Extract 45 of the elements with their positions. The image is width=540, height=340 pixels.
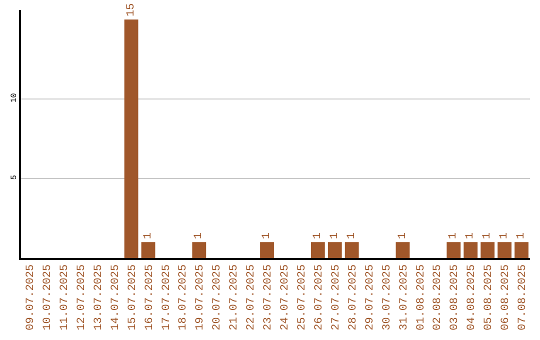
x-tick-label: 06.08.2025 — [500, 264, 512, 330]
x-tick-label: 07.08.2025 — [517, 264, 530, 330]
data-label: 1 — [498, 232, 511, 240]
data-label: 1 — [396, 232, 409, 240]
y-tick-label: 5 — [10, 174, 19, 180]
x-tick-label: 21.07.2025 — [228, 264, 241, 330]
x-tick-label: 31.07.2025 — [398, 264, 410, 330]
x-tick-label: 24.07.2025 — [280, 264, 292, 330]
x-tick-label: 16.07.2025 — [144, 264, 156, 330]
x-tick-label: 17.07.2025 — [160, 264, 173, 330]
x-tick-label: 28.07.2025 — [347, 264, 360, 330]
x-tick-label: 25.07.2025 — [296, 264, 309, 330]
data-label: 1 — [328, 232, 341, 240]
x-tick-label: 10.07.2025 — [42, 264, 54, 330]
x-tick-label: 04.08.2025 — [466, 264, 478, 330]
data-label: 15 — [125, 3, 138, 17]
data-label: 1 — [482, 232, 494, 240]
x-tick-label: 20.07.2025 — [212, 264, 224, 330]
data-label: 1 — [516, 232, 528, 240]
x-tick-label: 11.07.2025 — [58, 264, 71, 330]
x-tick-label: 03.08.2025 — [449, 264, 462, 330]
x-tick-label: 29.07.2025 — [364, 264, 376, 330]
x-tick-label: 19.07.2025 — [194, 264, 207, 330]
x-tick-label: 23.07.2025 — [262, 264, 275, 330]
data-label: 1 — [464, 232, 477, 240]
x-tick-label: 15.07.2025 — [126, 264, 139, 330]
data-label: 1 — [448, 232, 460, 240]
x-tick-label: 02.08.2025 — [432, 264, 444, 330]
data-label: 1 — [193, 232, 206, 240]
data-label: 1 — [312, 232, 324, 240]
x-tick-label: 09.07.2025 — [25, 264, 38, 330]
data-label: 1 — [142, 232, 154, 240]
x-tick-label: 30.07.2025 — [381, 264, 394, 330]
x-tick-label: 22.07.2025 — [246, 264, 258, 330]
x-tick-label: 01.08.2025 — [415, 264, 428, 330]
x-tick-label: 27.07.2025 — [330, 264, 342, 330]
data-label: 1 — [346, 232, 358, 240]
x-tick-label: 12.07.2025 — [76, 264, 88, 330]
x-tick-label: 05.08.2025 — [483, 264, 496, 330]
x-tick-label: 14.07.2025 — [110, 264, 122, 330]
data-label: 1 — [261, 232, 274, 240]
x-tick-label: 26.07.2025 — [313, 264, 326, 330]
x-tick-label: 13.07.2025 — [92, 264, 105, 330]
y-tick-label: 10 — [10, 92, 19, 103]
x-tick-label: 18.07.2025 — [178, 264, 190, 330]
